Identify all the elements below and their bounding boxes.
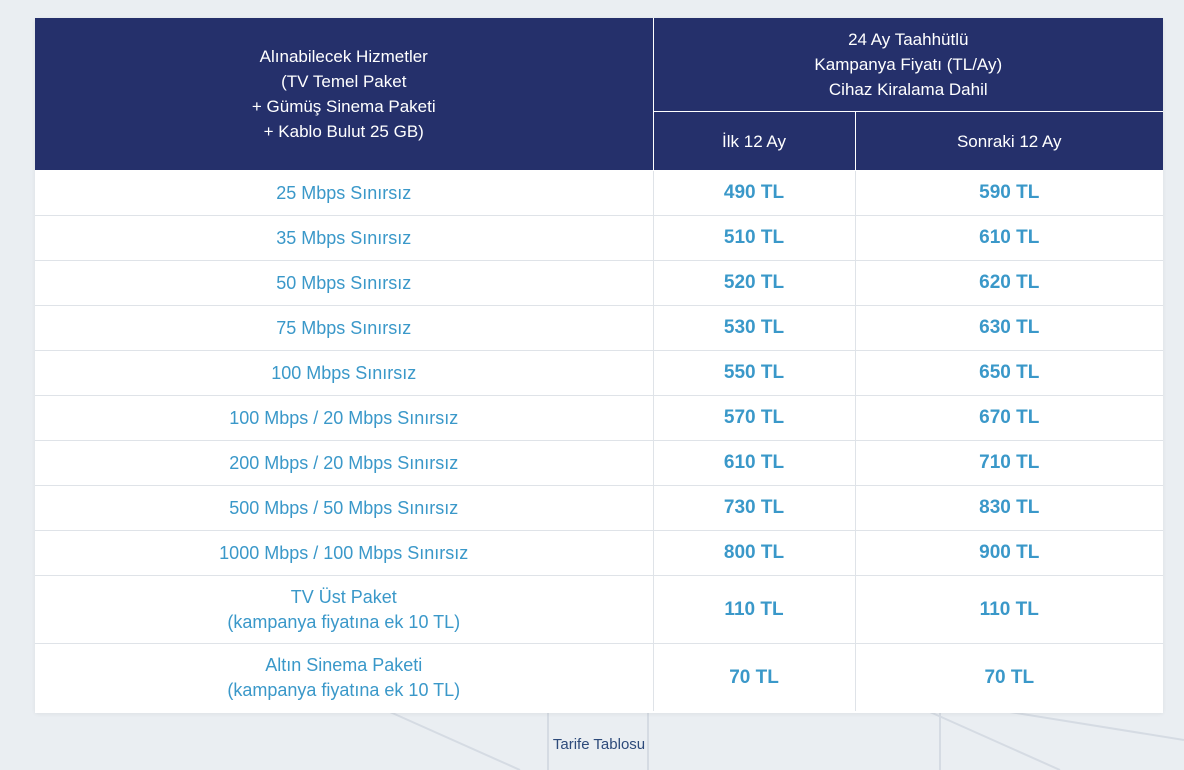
first-12-price-cell: 730 TL bbox=[653, 485, 856, 531]
service-label: (kampanya fiyatına ek 10 TL) bbox=[227, 611, 461, 632]
next-12-price-cell: 830 TL bbox=[855, 485, 1164, 531]
next-12-months-header: Sonraki 12 Ay bbox=[854, 111, 1164, 171]
service-label: 200 Mbps / 20 Mbps Sınırsız bbox=[229, 452, 459, 473]
next-12-price-cell: 590 TL bbox=[855, 170, 1164, 216]
service-label: 1000 Mbps / 100 Mbps Sınırsız bbox=[219, 542, 469, 563]
service-label: 25 Mbps Sınırsız bbox=[276, 182, 412, 203]
table-row: 200 Mbps / 20 Mbps Sınırsız 610 TL 710 TL bbox=[35, 440, 1164, 486]
table-header: Alınabilecek Hizmetler (TV Temel Paket +… bbox=[35, 18, 1164, 171]
service-cell: 25 Mbps Sınırsız bbox=[35, 170, 654, 216]
tariff-table-card: Alınabilecek Hizmetler (TV Temel Paket +… bbox=[35, 18, 1164, 713]
service-label: 35 Mbps Sınırsız bbox=[276, 227, 412, 248]
table-row: 35 Mbps Sınırsız 510 TL 610 TL bbox=[35, 215, 1164, 261]
services-header-line: (TV Temel Paket bbox=[281, 72, 407, 91]
services-header-line: + Kablo Bulut 25 GB) bbox=[263, 122, 424, 141]
next-12-price-cell: 620 TL bbox=[855, 260, 1164, 306]
next-12-price-cell: 610 TL bbox=[855, 215, 1164, 261]
service-cell: 100 Mbps / 20 Mbps Sınırsız bbox=[35, 395, 654, 441]
service-cell: 100 Mbps Sınırsız bbox=[35, 350, 654, 396]
next-12-price-cell: 70 TL bbox=[984, 666, 1035, 688]
table-row: 75 Mbps Sınırsız 530 TL 630 TL bbox=[35, 305, 1164, 351]
service-label: 100 Mbps Sınırsız bbox=[271, 362, 417, 383]
service-label: 100 Mbps / 20 Mbps Sınırsız bbox=[229, 407, 459, 428]
service-cell: 35 Mbps Sınırsız bbox=[35, 215, 654, 261]
table-row: 1000 Mbps / 100 Mbps Sınırsız 800 TL 900 T… bbox=[35, 530, 1164, 576]
service-label: 50 Mbps Sınırsız bbox=[276, 272, 412, 293]
service-cell: Altın Sinema Paketi (kampanya fiyatına ek… bbox=[35, 643, 654, 711]
first-12-price-cell: 800 TL bbox=[653, 530, 856, 576]
first-12-price-cell: 510 TL bbox=[653, 215, 856, 261]
table-row: 50 Mbps Sınırsız 520 TL 620 TL bbox=[35, 260, 1164, 306]
table-row: TV Üst Paket (kampanya fiyatına ek 10 TL)… bbox=[35, 575, 1164, 644]
first-12-price-cell: 530 TL bbox=[653, 305, 856, 351]
services-column-header: Alınabilecek Hizmetler (TV Temel Paket +… bbox=[35, 18, 654, 171]
first-12-price-cell: 610 TL bbox=[653, 440, 856, 486]
table-row: Altın Sinema Paketi (kampanya fiyatına ek… bbox=[35, 643, 1163, 711]
service-label: 75 Mbps Sınırsız bbox=[276, 317, 412, 338]
next-12-price-cell: 650 TL bbox=[855, 350, 1164, 396]
table-caption: Tarife Tablosu bbox=[552, 736, 646, 753]
service-label: Altın Sinema Paketi bbox=[265, 654, 423, 675]
table-body: 25 Mbps Sınırsız 490 TL 590 TL 35 Mbps Sını… bbox=[35, 170, 1164, 711]
service-label: TV Üst Paket bbox=[290, 586, 397, 607]
services-header-line: Alınabilecek Hizmetler bbox=[259, 47, 428, 66]
first-12-months-header: İlk 12 Ay bbox=[652, 111, 856, 171]
tariff-table: Alınabilecek Hizmetler (TV Temel Paket +… bbox=[35, 18, 1164, 711]
first-12-price-cell: 70 TL bbox=[653, 643, 856, 711]
first-12-price-cell: 550 TL bbox=[653, 350, 856, 396]
service-cell: TV Üst Paket (kampanya fiyatına ek 10 TL) bbox=[35, 575, 654, 644]
campaign-header-line: 24 Ay Taahhütlü bbox=[848, 30, 969, 49]
campaign-header-line: Kampanya Fiyatı (TL/Ay) bbox=[814, 55, 1003, 74]
next-12-price-cell: 110 TL bbox=[855, 575, 1164, 644]
first-12-price-cell: 570 TL bbox=[653, 395, 856, 441]
table-row: 25 Mbps Sınırsız 490 TL 590 TL bbox=[35, 170, 1164, 216]
services-header-line: + Gümüş Sinema Paketi bbox=[251, 97, 436, 116]
campaign-header-line: Cihaz Kiralama Dahil bbox=[828, 80, 988, 99]
first-12-price-cell: 520 TL bbox=[653, 260, 856, 306]
service-cell: 1000 Mbps / 100 Mbps Sınırsız bbox=[35, 530, 654, 576]
next-12-price-cell: 900 TL bbox=[855, 530, 1164, 576]
table-row: 100 Mbps / 20 Mbps Sınırsız 570 TL 670 TL bbox=[35, 395, 1164, 441]
next-12-price-cell: 630 TL bbox=[855, 305, 1164, 351]
campaign-price-header: 24 Ay Taahhütlü Kampanya Fiyatı (TL/Ay) … bbox=[652, 18, 1164, 112]
service-cell: 500 Mbps / 50 Mbps Sınırsız bbox=[35, 485, 654, 531]
service-label: (kampanya fiyatına ek 10 TL) bbox=[227, 679, 461, 700]
table-row: 100 Mbps Sınırsız 550 TL 650 TL bbox=[35, 350, 1164, 396]
next-12-price-cell: 670 TL bbox=[855, 395, 1164, 441]
next-12-price-cell: 710 TL bbox=[855, 440, 1164, 486]
first-12-price-cell: 490 TL bbox=[653, 170, 856, 216]
service-cell: 75 Mbps Sınırsız bbox=[35, 305, 654, 351]
first-12-price-cell: 110 TL bbox=[653, 575, 856, 644]
table-row: 500 Mbps / 50 Mbps Sınırsız 730 TL 830 TL bbox=[35, 485, 1164, 531]
service-cell: 200 Mbps / 20 Mbps Sınırsız bbox=[35, 440, 654, 486]
service-label: 500 Mbps / 50 Mbps Sınırsız bbox=[229, 497, 459, 518]
service-cell: 50 Mbps Sınırsız bbox=[35, 260, 654, 306]
